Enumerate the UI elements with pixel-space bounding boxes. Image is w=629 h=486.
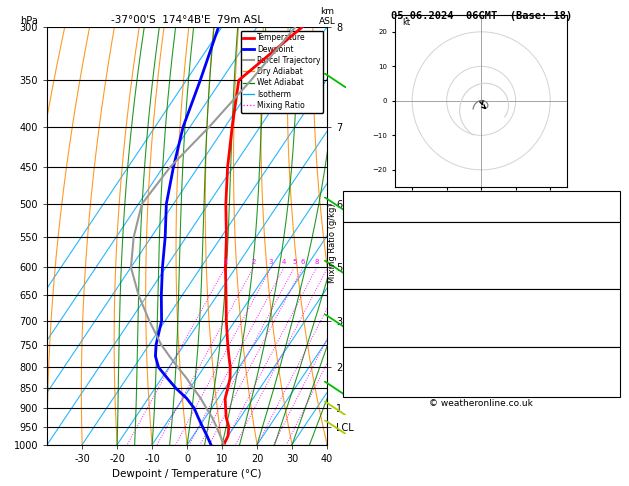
Text: 12: 12 [604,319,617,329]
Title: -37°00'S  174°4B'E  79m ASL: -37°00'S 174°4B'E 79m ASL [111,15,263,25]
Text: Surface: Surface [460,225,502,235]
Text: Most Unstable: Most Unstable [442,292,521,302]
Text: 0: 0 [611,328,617,338]
Text: Lifted Index: Lifted Index [347,319,404,329]
Text: θₑ (K): θₑ (K) [347,310,374,320]
Text: 0: 0 [611,278,617,288]
Text: Dewp (°C): Dewp (°C) [347,243,397,253]
Text: 4: 4 [282,259,286,265]
Text: CAPE (J): CAPE (J) [347,328,386,338]
Text: 125°: 125° [594,377,617,387]
Text: 3: 3 [269,259,274,265]
Text: 0: 0 [611,269,617,279]
Text: Totals Totals: Totals Totals [347,202,406,212]
Text: 05.06.2024  06GMT  (Base: 18): 05.06.2024 06GMT (Base: 18) [391,11,572,21]
Text: 2: 2 [252,259,256,265]
Text: kt: kt [402,18,410,27]
Text: Mixing Ratio (g/kg): Mixing Ratio (g/kg) [328,203,337,283]
Legend: Temperature, Dewpoint, Parcel Trajectory, Dry Adiabat, Wet Adiabat, Isotherm, Mi: Temperature, Dewpoint, Parcel Trajectory… [241,31,323,113]
Text: Hodograph: Hodograph [451,350,511,360]
Text: EH: EH [347,360,360,370]
Text: hPa: hPa [21,16,38,26]
Text: km
ASL: km ASL [319,7,335,26]
Text: 6.8: 6.8 [602,243,617,253]
Text: 0: 0 [611,336,617,347]
Text: 1: 1 [611,211,617,221]
Text: CIN (J): CIN (J) [347,336,377,347]
Text: θₑ(K): θₑ(K) [347,252,370,262]
Text: -10: -10 [601,193,617,204]
X-axis label: Dewpoint / Temperature (°C): Dewpoint / Temperature (°C) [113,469,262,479]
Text: 28: 28 [604,202,617,212]
Text: CIN (J): CIN (J) [347,278,377,288]
Text: 299: 299 [599,252,617,262]
Text: 10: 10 [605,386,617,396]
Text: 5: 5 [292,259,296,265]
Text: 6: 6 [301,259,305,265]
Text: 13: 13 [605,360,617,370]
Text: SREH: SREH [347,368,373,379]
Text: © weatheronline.co.uk: © weatheronline.co.uk [429,399,533,408]
Text: 23: 23 [604,368,617,379]
Text: 302: 302 [599,310,617,320]
Text: K: K [347,193,353,204]
Text: Temp (°C): Temp (°C) [347,234,395,244]
Text: 1: 1 [223,259,228,265]
Text: 8: 8 [314,259,319,265]
Text: Pressure (mb): Pressure (mb) [347,301,415,312]
Text: 15: 15 [604,260,617,271]
Text: 10.5: 10.5 [596,234,617,244]
Text: StmSpd (kt): StmSpd (kt) [347,386,405,396]
Text: Lifted Index: Lifted Index [347,260,404,271]
Text: CAPE (J): CAPE (J) [347,269,386,279]
Text: 750: 750 [598,301,617,312]
Text: StmDir: StmDir [347,377,381,387]
Text: PW (cm): PW (cm) [347,211,388,221]
